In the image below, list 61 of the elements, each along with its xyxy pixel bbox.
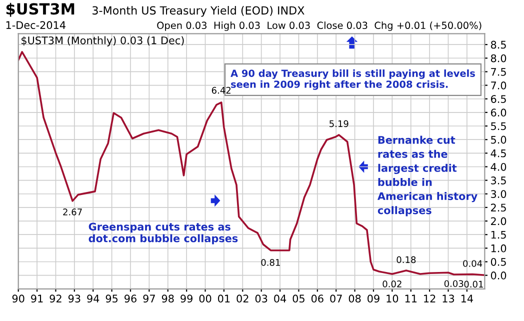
annotation: 0.18 xyxy=(396,256,416,264)
x-tick-label: 94 xyxy=(87,294,100,303)
annotation: 0.01 xyxy=(464,280,483,288)
x-tick-label: 03 xyxy=(255,294,268,303)
x-tick-label: 07 xyxy=(330,294,342,303)
y-tick-label: 2.0 xyxy=(491,217,506,226)
x-tick-label: 93 xyxy=(68,294,80,303)
y-tick-label: 1.0 xyxy=(491,244,506,252)
annotation: Greenspan cuts rates as dot.com bubble collapses xyxy=(88,222,238,244)
chart-subtitle: 3-Month US Treasury Yield (EOD) INDX xyxy=(92,6,304,17)
y-tick-label: 7.5 xyxy=(491,68,506,76)
x-tick-label: 98 xyxy=(162,294,174,303)
annotation: 0.02 xyxy=(382,280,402,288)
x-tick-label: 92 xyxy=(50,294,62,303)
x-tick-label: 11 xyxy=(405,294,417,302)
y-tick-label: 0.0 xyxy=(490,272,506,280)
x-tick-label: 04 xyxy=(274,294,286,303)
chart-title: $UST3M xyxy=(6,2,74,17)
y-tick-label: 0.5 xyxy=(490,258,506,266)
x-tick-label: 96 xyxy=(124,294,136,303)
x-tick-label: 05 xyxy=(292,294,304,303)
annotation: $UST3M (Monthly) 0.03 (1 Dec) xyxy=(22,36,184,46)
y-tick-label: 8.0 xyxy=(490,54,506,62)
y-tick-label: 6.0 xyxy=(490,108,506,117)
y-tick-label: 8.5 xyxy=(490,40,506,49)
text: 1-Dec-2014 xyxy=(6,21,66,30)
y-tick-label: 4.5 xyxy=(490,150,506,158)
y-tick-label: 5.0 xyxy=(491,136,506,144)
x-tick-label: 14 xyxy=(461,294,473,302)
x-tick-label: 91 xyxy=(31,294,43,303)
annotation: 0.81 xyxy=(261,259,280,266)
annotation: A 90 day Treasury bill is still paying at levels seen in 2009 right after the 2008 crisis. xyxy=(230,69,475,90)
text: Open 0.03 High 0.03 Low 0.03 Close 0.03 Chg +0.01 (+50.00%) xyxy=(157,22,482,31)
annotation: 0.04 xyxy=(463,260,482,267)
y-tick-label: 6.5 xyxy=(490,95,506,103)
y-tick-label: 2.5 xyxy=(491,204,506,212)
annotation: 6.42 xyxy=(212,86,230,94)
y-tick-label: 3.0 xyxy=(491,190,506,198)
annotation: 5.19 xyxy=(330,120,348,128)
x-tick-label: 06 xyxy=(311,294,324,303)
line-series xyxy=(18,50,485,276)
y-tick-label: 3.5 xyxy=(491,176,506,184)
x-tick-label: 99 xyxy=(180,294,192,303)
y-tick-label: 5.5 xyxy=(491,122,506,130)
x-tick-label: 02 xyxy=(236,294,248,303)
x-tick-label: 13 xyxy=(442,294,454,303)
annotation: 2.67 xyxy=(63,208,82,216)
y-tick-label: 4.0 xyxy=(490,162,506,171)
x-tick-label: 01 xyxy=(218,294,230,303)
annotation: 0.03 xyxy=(444,280,464,288)
y-tick-label: 1.5 xyxy=(491,230,506,239)
y-tick-label: 7.0 xyxy=(491,82,506,90)
x-tick-label: 95 xyxy=(106,294,118,303)
x-tick-label: 09 xyxy=(368,294,380,303)
x-tick-label: 10 xyxy=(386,294,398,303)
x-tick-label: 90 xyxy=(12,294,24,303)
annotation: Bernanke cut rates as the largest credit bubble in American history collapses xyxy=(377,136,478,216)
x-tick-label: 97 xyxy=(143,294,155,303)
x-tick-label: 08 xyxy=(348,294,361,303)
x-tick-label: 12 xyxy=(424,294,436,302)
x-tick-label: 00 xyxy=(199,294,212,303)
